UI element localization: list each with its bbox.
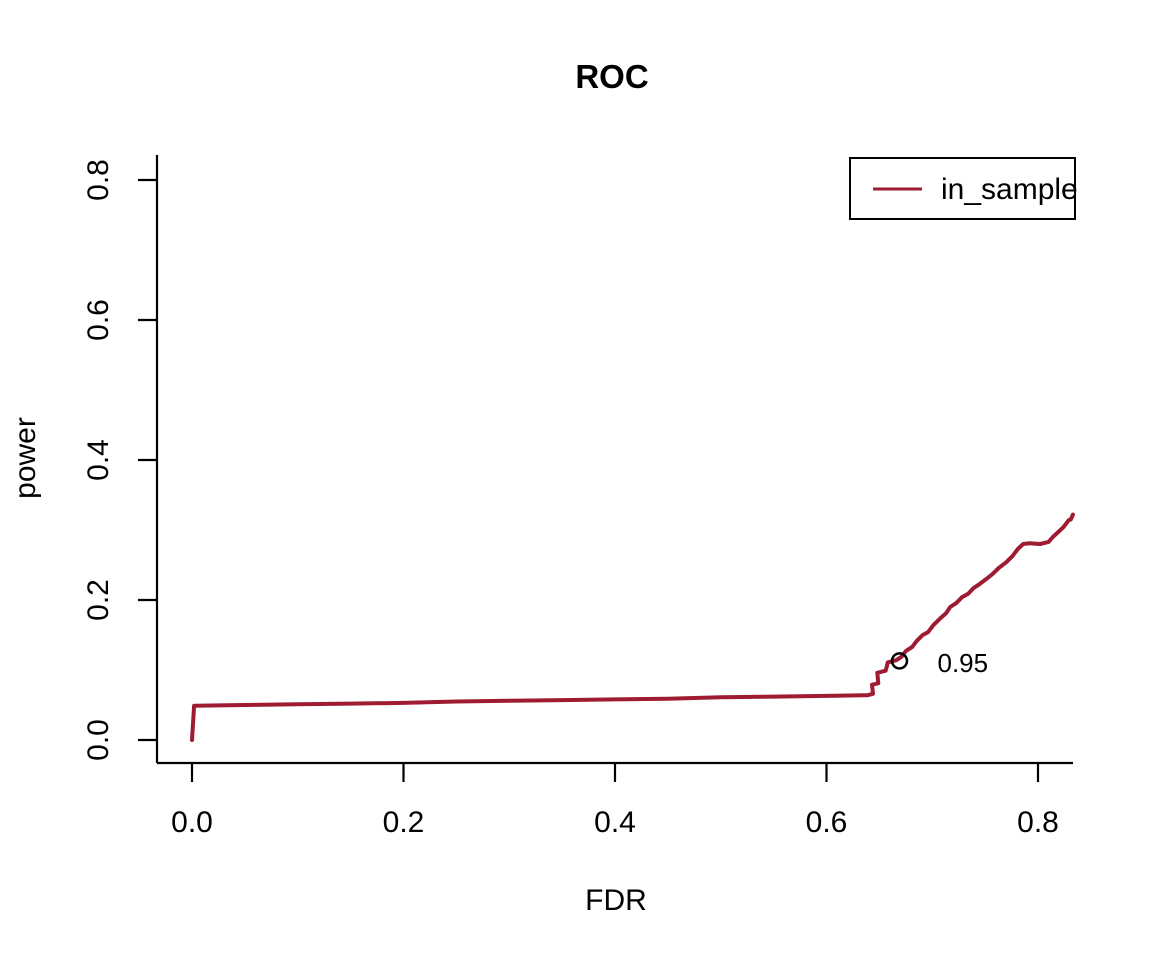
y-tick-label: 0.4	[82, 439, 115, 481]
x-tick-label: 0.2	[383, 806, 425, 839]
y-tick-label: 0.0	[82, 719, 115, 761]
threshold-annotation-label: 0.95	[938, 648, 989, 678]
legend: in_sample	[849, 157, 1078, 220]
x-axis-label: FDR	[585, 884, 647, 917]
x-tick-label: 0.4	[594, 806, 636, 839]
y-tick-label: 0.6	[82, 299, 115, 341]
x-tick-label: 0.8	[1017, 806, 1059, 839]
roc-curve	[190, 512, 1075, 742]
legend-item-label: in_sample	[941, 173, 1078, 206]
x-tick-label: 0.6	[806, 806, 848, 839]
threshold-point-marker	[890, 652, 909, 670]
axes-group: 0.0 0.2 0.4 0.6 0.8 0.0 0.2 0.4 0.6 0.8	[82, 155, 1073, 839]
y-tick-label: 0.2	[82, 579, 115, 621]
y-axis-label: power	[9, 417, 42, 499]
plot-title: ROC	[575, 58, 648, 95]
series-group	[190, 512, 1075, 742]
y-tick-label: 0.8	[82, 159, 115, 201]
x-tick-label: 0.0	[171, 806, 213, 839]
